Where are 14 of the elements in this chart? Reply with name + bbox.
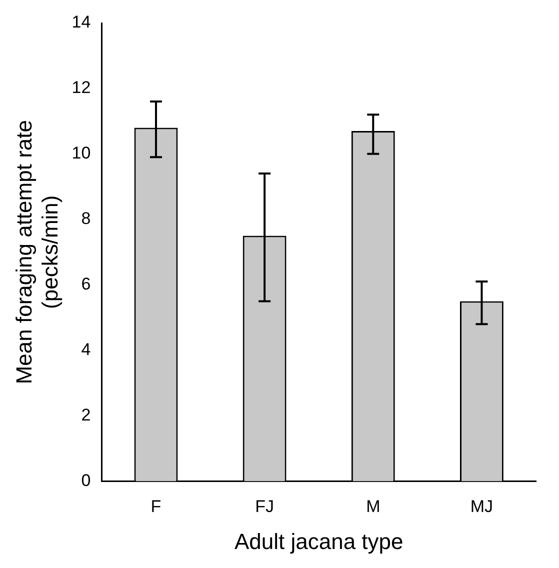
y-tick-label: 6 [81, 274, 91, 294]
y-tick-label: 10 [72, 144, 91, 163]
x-tick-label: M [366, 497, 380, 516]
x-tick-label: MJ [470, 497, 494, 516]
y-tick-label: 12 [72, 78, 91, 98]
y-tick-label: 2 [81, 405, 91, 424]
y-tick-label: 14 [72, 12, 91, 32]
y-tick-label: 8 [81, 209, 91, 228]
x-tick-label: FJ [255, 497, 274, 516]
y-tick-label: 4 [81, 340, 91, 359]
y-tick-label: 0 [81, 470, 91, 490]
x-tick-label: F [150, 497, 162, 516]
y-axis-title: Mean foraging attempt rate (pecks/min) [11, 120, 63, 384]
x-axis-title: Adult jacana type [234, 528, 404, 554]
